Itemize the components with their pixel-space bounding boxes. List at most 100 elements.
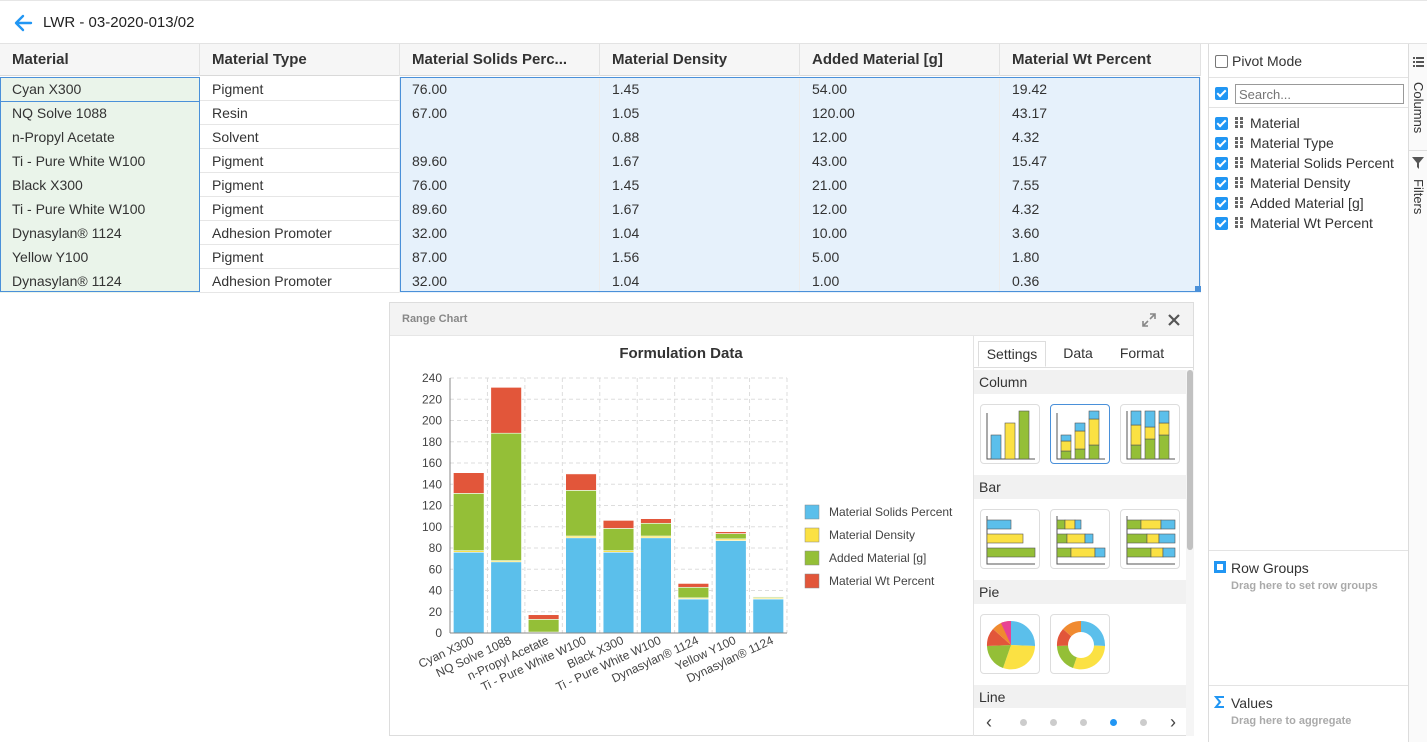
normalized-bar-thumb[interactable] [1120, 509, 1180, 569]
cell-solids-percent[interactable]: 87.00 [400, 245, 600, 269]
column-visible-checkbox[interactable] [1215, 177, 1228, 190]
cell-material-type[interactable]: Pigment [200, 77, 400, 101]
cell-solids-percent[interactable]: 67.00 [400, 101, 600, 125]
tab-filters[interactable]: Filters [1409, 150, 1427, 230]
table-row[interactable]: Dynasylan® 1124 Adhesion Promoter 32.00 1.0… [0, 221, 1201, 245]
grouped-column-thumb[interactable] [980, 404, 1040, 464]
cell-density[interactable]: 1.04 [600, 269, 800, 293]
cell-wt-percent[interactable]: 1.80 [1000, 245, 1201, 269]
cell-added-material[interactable]: 12.00 [800, 197, 1000, 221]
cell-added-material[interactable]: 21.00 [800, 173, 1000, 197]
column-visible-checkbox[interactable] [1215, 117, 1228, 130]
back-arrow-icon[interactable] [12, 12, 34, 34]
cell-wt-percent[interactable]: 3.60 [1000, 221, 1201, 245]
cell-solids-percent[interactable]: 32.00 [400, 221, 600, 245]
pivot-mode-checkbox[interactable] [1215, 55, 1228, 68]
drag-handle-icon[interactable] [1235, 177, 1244, 189]
table-row[interactable]: Dynasylan® 1124 Adhesion Promoter 32.00 1.0… [0, 269, 1201, 293]
table-row[interactable]: Black X300 Pigment 76.00 1.45 21.00 7.55 [0, 173, 1201, 197]
doughnut-thumb[interactable] [1050, 614, 1110, 674]
drag-handle-icon[interactable] [1235, 117, 1244, 129]
cell-density[interactable]: 1.05 [600, 101, 800, 125]
column-list-item[interactable]: Material Solids Percent [1209, 153, 1409, 173]
table-row[interactable]: Cyan X300 Pigment 76.00 1.45 54.00 19.42 [0, 77, 1201, 101]
cell-material[interactable]: Yellow Y100 [0, 245, 200, 269]
cell-added-material[interactable]: 1.00 [800, 269, 1000, 293]
pager-dot[interactable] [1140, 719, 1147, 726]
cell-material-type[interactable]: Pigment [200, 245, 400, 269]
pager-prev-icon[interactable]: ‹ [986, 712, 992, 732]
cell-density[interactable]: 1.45 [600, 77, 800, 101]
cell-added-material[interactable]: 43.00 [800, 149, 1000, 173]
scrollbar-thumb[interactable] [1187, 370, 1193, 550]
cell-material[interactable]: Cyan X300 [0, 77, 200, 101]
cell-material[interactable]: Ti - Pure White W100 [0, 197, 200, 221]
cell-solids-percent[interactable]: 76.00 [400, 173, 600, 197]
column-visible-checkbox[interactable] [1215, 157, 1228, 170]
table-row[interactable]: n-Propyl Acetate Solvent 0.88 12.00 4.32 [0, 125, 1201, 149]
table-row[interactable]: Ti - Pure White W100 Pigment 89.60 1.67 43.0… [0, 149, 1201, 173]
cell-density[interactable]: 1.04 [600, 221, 800, 245]
cell-added-material[interactable]: 10.00 [800, 221, 1000, 245]
cell-wt-percent[interactable]: 43.17 [1000, 101, 1201, 125]
tab-columns[interactable]: Columns [1409, 52, 1427, 148]
close-icon[interactable] [1165, 311, 1183, 329]
cell-material[interactable]: Dynasylan® 1124 [0, 221, 200, 245]
column-search-input[interactable] [1235, 84, 1404, 104]
tab-format[interactable]: Format [1119, 345, 1165, 361]
grouped-bar-thumb[interactable] [980, 509, 1040, 569]
cell-material-type[interactable]: Resin [200, 101, 400, 125]
cell-added-material[interactable]: 54.00 [800, 77, 1000, 101]
cell-density[interactable]: 1.45 [600, 173, 800, 197]
column-list-item[interactable]: Material Type [1209, 133, 1409, 153]
cell-solids-percent[interactable]: 76.00 [400, 77, 600, 101]
column-visible-checkbox[interactable] [1215, 197, 1228, 210]
column-list-item[interactable]: Material Density [1209, 173, 1409, 193]
drag-handle-icon[interactable] [1235, 137, 1244, 149]
tool-panel-scrollbar[interactable] [1186, 370, 1194, 736]
drag-handle-icon[interactable] [1235, 217, 1244, 229]
cell-material[interactable]: Ti - Pure White W100 [0, 149, 200, 173]
cell-material[interactable]: n-Propyl Acetate [0, 125, 200, 149]
cell-solids-percent[interactable]: 89.60 [400, 149, 600, 173]
cell-density[interactable]: 1.67 [600, 197, 800, 221]
pie-thumb[interactable] [980, 614, 1040, 674]
table-row[interactable]: Ti - Pure White W100 Pigment 89.60 1.67 12.0… [0, 197, 1201, 221]
pager-dot[interactable] [1080, 719, 1087, 726]
values-dropzone[interactable]: Values Drag here to aggregate [1209, 685, 1409, 742]
normalized-column-thumb[interactable] [1120, 404, 1180, 464]
cell-material-type[interactable]: Pigment [200, 149, 400, 173]
select-all-checkbox[interactable] [1215, 87, 1228, 100]
cell-density[interactable]: 1.56 [600, 245, 800, 269]
cell-material[interactable]: Black X300 [0, 173, 200, 197]
row-groups-dropzone[interactable]: Row Groups Drag here to set row groups [1209, 550, 1409, 685]
column-header-material-type[interactable]: Material Type [200, 44, 400, 76]
cell-material-type[interactable]: Pigment [200, 173, 400, 197]
cell-material-type[interactable]: Pigment [200, 197, 400, 221]
table-row[interactable]: Yellow Y100 Pigment 87.00 1.56 5.00 1.80 [0, 245, 1201, 269]
range-fill-handle[interactable] [1195, 286, 1201, 292]
chart-window-header[interactable]: Range Chart [390, 303, 1193, 336]
cell-material[interactable]: Dynasylan® 1124 [0, 269, 200, 293]
pager-dot[interactable] [1050, 719, 1057, 726]
table-row[interactable]: NQ Solve 1088 Resin 67.00 1.05 120.00 43.17 [0, 101, 1201, 125]
cell-material-type[interactable]: Solvent [200, 125, 400, 149]
column-header-density[interactable]: Material Density [600, 44, 800, 76]
cell-wt-percent[interactable]: 4.32 [1000, 125, 1201, 149]
stacked-bar-thumb[interactable] [1050, 509, 1110, 569]
tab-settings[interactable]: Settings [978, 341, 1046, 367]
cell-solids-percent[interactable]: 89.60 [400, 197, 600, 221]
column-list-item[interactable]: Material [1209, 113, 1409, 133]
tab-data[interactable]: Data [1063, 345, 1093, 361]
column-list-item[interactable]: Added Material [g] [1209, 193, 1409, 213]
cell-density[interactable]: 0.88 [600, 125, 800, 149]
cell-wt-percent[interactable]: 4.32 [1000, 197, 1201, 221]
column-header-solids-percent[interactable]: Material Solids Perc... [400, 44, 600, 76]
column-list-item[interactable]: Material Wt Percent [1209, 213, 1409, 233]
cell-material-type[interactable]: Adhesion Promoter [200, 221, 400, 245]
cell-wt-percent[interactable]: 0.36 [1000, 269, 1201, 293]
column-header-added-material[interactable]: Added Material [g] [800, 44, 1000, 76]
cell-added-material[interactable]: 120.00 [800, 101, 1000, 125]
cell-added-material[interactable]: 5.00 [800, 245, 1000, 269]
expand-icon[interactable] [1140, 311, 1158, 329]
